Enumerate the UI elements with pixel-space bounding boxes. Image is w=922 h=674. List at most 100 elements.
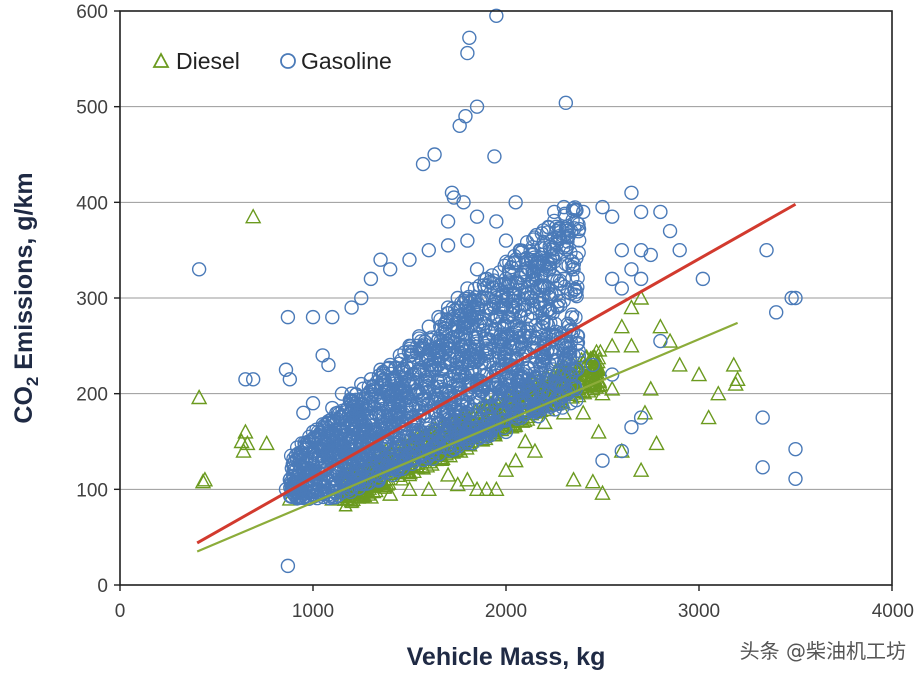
gasoline-point bbox=[784, 290, 799, 306]
gasoline-point bbox=[508, 195, 523, 210]
legend-gasoline-label: Gasoline bbox=[301, 48, 392, 74]
gasoline-point bbox=[440, 238, 456, 253]
gasoline-point bbox=[498, 424, 514, 440]
diesel-point bbox=[517, 433, 534, 449]
gasoline-point bbox=[450, 290, 465, 306]
gasoline-point bbox=[404, 439, 419, 454]
gasoline-point bbox=[547, 394, 562, 409]
gasoline-point bbox=[788, 471, 803, 487]
diesel-point bbox=[507, 452, 524, 468]
gasoline-point bbox=[530, 329, 545, 344]
gasoline-point bbox=[392, 381, 408, 397]
gasoline-point bbox=[788, 290, 803, 306]
gasoline-point bbox=[440, 333, 456, 349]
gasoline-point bbox=[373, 405, 388, 420]
gasoline-point bbox=[576, 204, 591, 220]
gasoline-point bbox=[470, 336, 485, 351]
gasoline-point bbox=[633, 204, 649, 220]
gasoline-point bbox=[325, 415, 340, 430]
diesel-point bbox=[632, 289, 650, 305]
gasoline-point bbox=[390, 435, 406, 450]
gasoline-point bbox=[363, 424, 379, 440]
gasoline-point bbox=[549, 288, 564, 303]
gasoline-point bbox=[571, 343, 586, 358]
diesel-point bbox=[632, 461, 650, 477]
diesel-point bbox=[190, 389, 208, 405]
gasoline-point bbox=[460, 434, 475, 449]
gasoline-point bbox=[499, 300, 514, 316]
diesel-point bbox=[233, 433, 250, 449]
gasoline-point bbox=[460, 314, 475, 330]
gasoline-point bbox=[363, 372, 379, 387]
gasoline-point bbox=[565, 307, 580, 322]
gasoline-point bbox=[633, 271, 649, 287]
gasoline-point bbox=[604, 209, 620, 224]
gasoline-point bbox=[411, 329, 427, 344]
watermark: 头条 @柴油机工坊 bbox=[739, 639, 906, 663]
gasoline-point bbox=[469, 209, 485, 224]
gasoline-point bbox=[280, 558, 296, 574]
gasoline-point bbox=[508, 252, 523, 267]
gasoline-point bbox=[788, 441, 803, 457]
gasoline-point bbox=[501, 274, 516, 289]
gasoline-point bbox=[541, 257, 557, 272]
gasoline-point bbox=[421, 352, 436, 368]
diesel-trendline bbox=[196, 321, 739, 553]
gasoline-point bbox=[305, 458, 321, 473]
gasoline-point bbox=[326, 433, 341, 448]
data-points bbox=[190, 8, 803, 574]
gasoline-point bbox=[334, 424, 350, 440]
gasoline-point bbox=[413, 360, 428, 376]
gasoline-point bbox=[441, 305, 456, 321]
gasoline-point bbox=[392, 410, 408, 425]
diesel-point bbox=[613, 318, 630, 334]
diesel-point bbox=[403, 468, 418, 482]
gasoline-point bbox=[314, 475, 329, 490]
gasoline-point bbox=[550, 273, 565, 288]
gasoline-point bbox=[450, 329, 465, 344]
gasoline-point bbox=[662, 223, 678, 239]
gasoline-point bbox=[466, 354, 482, 370]
gasoline-point bbox=[614, 242, 629, 258]
diesel-point bbox=[577, 372, 592, 386]
gasoline-point bbox=[398, 456, 413, 471]
gasoline-point bbox=[433, 334, 448, 349]
y-tick-label: 600 bbox=[76, 2, 108, 23]
gasoline-point bbox=[354, 290, 369, 306]
gasoline-point bbox=[450, 324, 465, 339]
gasoline-point bbox=[672, 242, 687, 258]
gasoline-point bbox=[282, 372, 298, 387]
gasoline-point bbox=[542, 262, 557, 277]
diesel-point bbox=[603, 337, 621, 353]
gasoline-point bbox=[558, 256, 573, 272]
gasoline-point bbox=[278, 362, 294, 377]
diesel-point bbox=[382, 485, 399, 501]
gasoline-point bbox=[396, 361, 411, 376]
gasoline-point bbox=[462, 30, 477, 45]
gasoline-point bbox=[238, 372, 253, 387]
diesel-point bbox=[642, 380, 659, 396]
gasoline-point bbox=[456, 195, 471, 210]
gasoline-point bbox=[411, 400, 427, 416]
diesel-point bbox=[239, 434, 256, 451]
gasoline-point bbox=[345, 469, 360, 484]
gasoline-point bbox=[755, 460, 770, 475]
gasoline-point bbox=[344, 419, 359, 435]
gasoline-point bbox=[551, 221, 567, 236]
gasoline-point bbox=[370, 442, 385, 458]
gasoline-point bbox=[465, 402, 481, 417]
gasoline-point bbox=[305, 309, 321, 325]
diesel-point bbox=[727, 375, 744, 391]
gasoline-point bbox=[450, 415, 466, 430]
gasoline-point bbox=[563, 396, 578, 411]
diesel-point bbox=[439, 466, 457, 482]
diesel-point bbox=[590, 423, 607, 439]
gasoline-point bbox=[526, 267, 542, 282]
gasoline-point bbox=[431, 309, 446, 325]
legend: Diesel Gasoline bbox=[152, 48, 392, 74]
gasoline-point bbox=[427, 433, 443, 448]
gasoline-point bbox=[454, 348, 469, 364]
gasoline-point bbox=[409, 375, 424, 391]
diesel-point bbox=[449, 476, 466, 492]
